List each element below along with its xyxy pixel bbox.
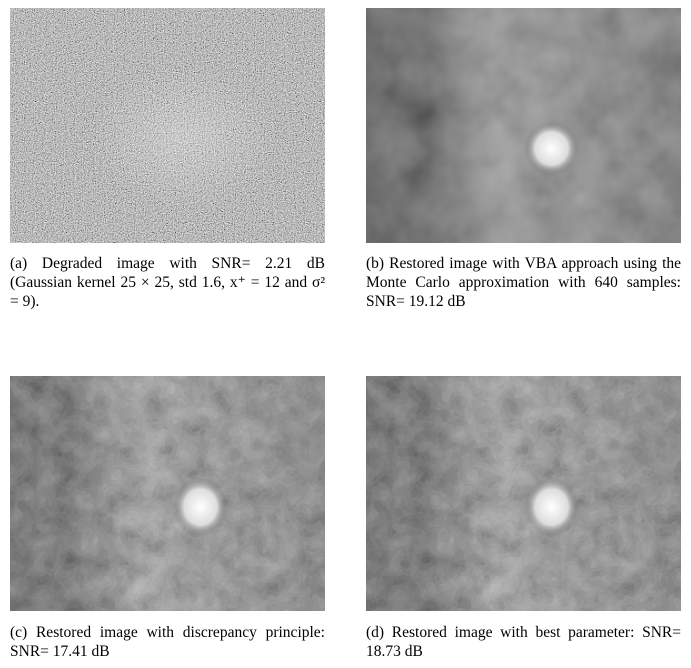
discrepancy-image [10, 376, 325, 611]
vba-image [366, 8, 681, 243]
caption: (c) Restored image with discrepancy prin… [10, 623, 325, 661]
caption: (d) Restored image with best parameter: … [366, 623, 681, 661]
caption: (a) Degraded image with SNR= 2.21 dB (Ga… [10, 254, 325, 311]
page: (a) Degraded image with SNR= 2.21 dB (Ga… [0, 0, 691, 668]
degraded-image [10, 8, 325, 243]
caption: (b) Restored image with VBA approach usi… [366, 254, 681, 311]
best-parameter-image [366, 376, 681, 611]
